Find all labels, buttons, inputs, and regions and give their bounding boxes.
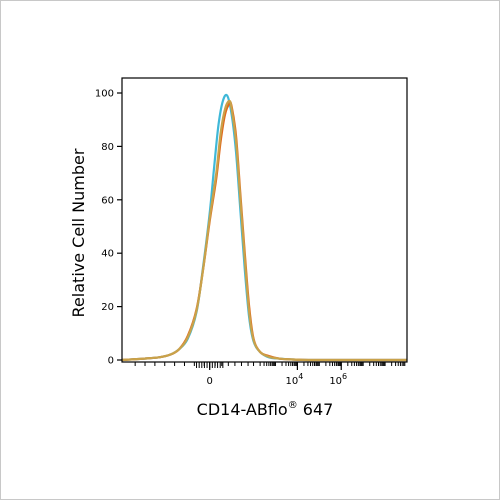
chart-axes: 0 20 40 60 80 100 0 104 106 <box>95 77 408 387</box>
histogram-curves <box>121 93 407 362</box>
y-tick-label: 0 <box>108 356 114 367</box>
plot-border <box>121 77 408 363</box>
x-axis-label-main: CD14-ABflo <box>197 400 288 419</box>
x-axis-label-reg: ® <box>288 400 298 411</box>
y-tick-label: 60 <box>101 195 114 206</box>
x-tick-label: 0 <box>207 376 213 387</box>
y-tick-label: 80 <box>101 142 114 153</box>
y-tick-label: 20 <box>101 302 114 313</box>
x-tick-label: 104 <box>285 372 303 387</box>
x-tick-label: 106 <box>329 372 347 387</box>
x-axis-label: CD14-ABflo® 647 <box>197 400 334 419</box>
y-axis-label: Relative Cell Number <box>69 148 88 317</box>
histogram-series-3 <box>121 99 407 362</box>
histogram-series-1 <box>121 93 407 362</box>
y-tick-label: 40 <box>101 249 114 260</box>
histogram-series-2 <box>121 101 407 362</box>
y-tick-label: 100 <box>95 89 114 100</box>
x-axis-label-tail: 647 <box>298 400 334 419</box>
